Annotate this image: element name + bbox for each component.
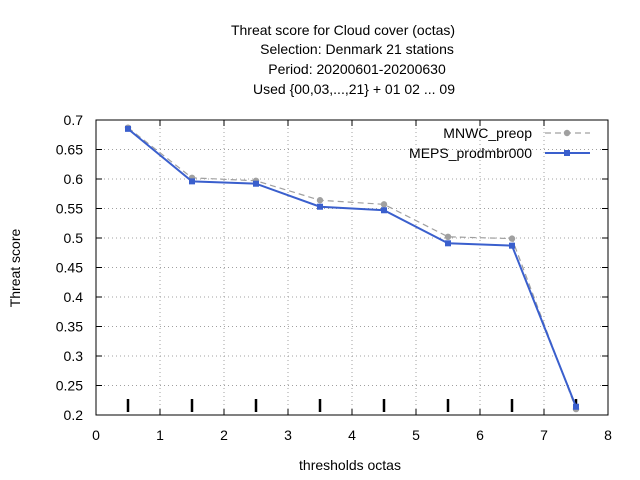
- legend-marker-MEPS_prodmbr000: [564, 150, 570, 156]
- x-tick-label: 3: [284, 427, 292, 443]
- legend: MNWC_preop MEPS_prodmbr000: [409, 125, 590, 161]
- x-tick-label: 7: [540, 427, 548, 443]
- x-tick-label: 0: [92, 427, 100, 443]
- data-point-MNWC_preop: [316, 197, 324, 204]
- x-tick-label: 5: [412, 427, 420, 443]
- y-tick-label: 0.65: [56, 142, 83, 158]
- legend-label-mnwc: MNWC_preop: [443, 125, 532, 141]
- title-line-3: Period: 20200601-20200630: [268, 61, 446, 77]
- grid: [96, 120, 608, 415]
- axis-ticks: [95, 119, 609, 416]
- data-point-MEPS_prodmbr000: [509, 242, 515, 249]
- title-line-1: Threat score for Cloud cover (octas): [231, 22, 455, 38]
- data-point-MEPS_prodmbr000: [253, 180, 259, 187]
- title-line-4: Used {00,03,...,21} + 01 02 ... 09: [253, 81, 455, 97]
- legend-label-meps: MEPS_prodmbr000: [409, 145, 532, 161]
- x-tick-label: 4: [348, 427, 356, 443]
- data-point-MEPS_prodmbr000: [189, 178, 195, 185]
- x-tick-label: 2: [220, 427, 228, 443]
- y-tick-label: 0.5: [64, 230, 84, 246]
- data-point-MEPS_prodmbr000: [381, 207, 387, 214]
- y-tick-label: 0.4: [64, 289, 84, 305]
- y-axis-label: Threat score: [7, 228, 23, 307]
- legend-marker-MNWC_preop: [563, 129, 571, 137]
- x-tick-labels: 0 1 2 3 4 5 6 7 8: [92, 427, 612, 443]
- x-tick-label: 1: [156, 427, 164, 443]
- x-tick-label: 6: [476, 427, 484, 443]
- data-point-MEPS_prodmbr000: [573, 403, 579, 410]
- y-tick-label: 0.7: [64, 112, 84, 128]
- legend-sample-meps: [545, 150, 590, 156]
- series-layer: [124, 124, 580, 413]
- y-tick-labels: 0.2 0.25 0.3 0.35 0.4 0.45 0.5 0.55 0.6 0.65 0.7: [56, 112, 83, 423]
- threshold-marks: [126, 399, 578, 412]
- y-tick-label: 0.3: [64, 348, 84, 364]
- y-tick-label: 0.45: [56, 260, 83, 276]
- y-tick-label: 0.55: [56, 201, 83, 217]
- y-tick-label: 0.25: [56, 378, 83, 394]
- title-line-2: Selection: Denmark 21 stations: [260, 41, 454, 57]
- data-point-MNWC_preop: [444, 233, 452, 241]
- y-tick-label: 0.2: [64, 407, 84, 423]
- data-point-MEPS_prodmbr000: [317, 203, 323, 210]
- x-tick-label: 8: [604, 427, 612, 443]
- series-line-MEPS_prodmbr000: [127, 128, 577, 408]
- data-point-MEPS_prodmbr000: [125, 125, 131, 132]
- series-MEPS_prodmbr000: [125, 125, 579, 410]
- y-tick-label: 0.35: [56, 319, 83, 335]
- data-point-MNWC_preop: [508, 235, 516, 242]
- legend-sample-mnwc: [545, 129, 590, 137]
- x-axis-label: thresholds octas: [299, 457, 401, 473]
- y-tick-label: 0.6: [64, 171, 84, 187]
- chart-title: Threat score for Cloud cover (octas) Sel…: [231, 22, 455, 97]
- data-point-MEPS_prodmbr000: [445, 240, 451, 247]
- series-line-MNWC_preop: [127, 127, 577, 410]
- data-point-MNWC_preop: [380, 201, 388, 208]
